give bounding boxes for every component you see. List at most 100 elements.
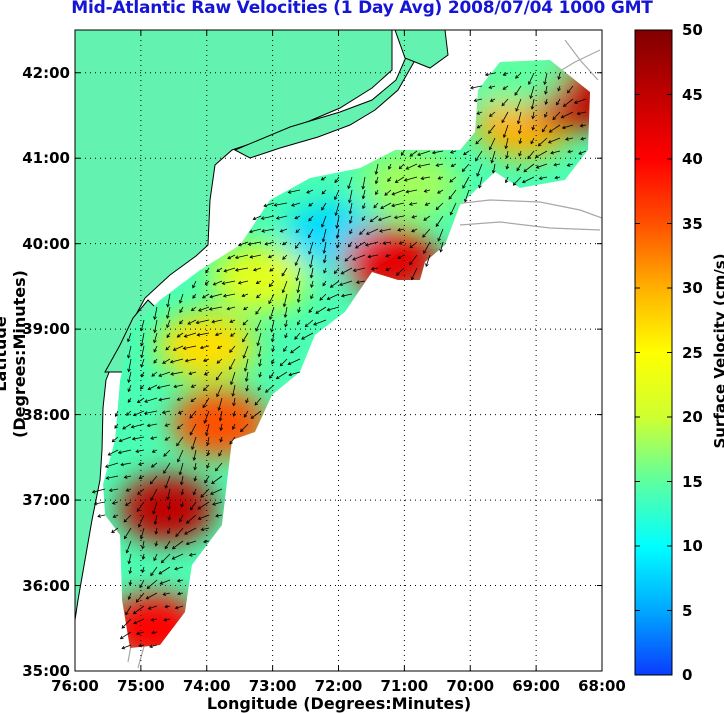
velocity-arrowhead	[145, 595, 150, 600]
velocity-arrow	[184, 527, 197, 535]
velocity-arrowhead	[411, 215, 416, 219]
velocity-arrowhead	[163, 470, 167, 474]
velocity-arrow	[301, 332, 314, 340]
velocity-arrow	[120, 631, 132, 639]
velocity-arrow	[164, 436, 171, 441]
velocity-arrow	[215, 371, 223, 381]
velocity-arrowhead	[141, 556, 146, 560]
velocity-arrow	[383, 241, 392, 244]
x-tick-label: 74:00	[182, 677, 231, 695]
velocity-arrow	[401, 150, 405, 156]
velocity-arrow	[240, 423, 249, 432]
velocity-arrowhead	[216, 345, 221, 349]
velocity-arrow	[536, 163, 548, 169]
velocity-arrow	[250, 254, 262, 258]
velocity-arrowhead	[417, 152, 421, 157]
velocity-arrowhead	[279, 228, 284, 233]
velocity-arrowhead	[398, 241, 403, 245]
velocity-arrow	[119, 436, 132, 442]
velocity-arrowhead	[296, 289, 301, 294]
velocity-arrow	[179, 293, 184, 304]
velocity-arrowhead	[420, 176, 425, 181]
velocity-arrow	[147, 579, 158, 589]
velocity-arrow	[176, 436, 184, 446]
velocity-arrow	[97, 514, 106, 517]
velocity-arrowhead	[475, 140, 479, 145]
velocity-region	[362, 149, 459, 218]
velocity-arrow	[232, 423, 236, 430]
velocity-arrow	[561, 111, 574, 118]
x-tick-label: 69:00	[512, 677, 560, 695]
velocity-arrow	[531, 98, 535, 110]
velocity-arrowhead	[450, 163, 455, 168]
velocity-arrow	[139, 475, 145, 479]
velocity-arrowhead	[528, 81, 532, 85]
colorbar-tick-label: 20	[682, 408, 703, 426]
velocity-arrow	[379, 228, 392, 232]
velocity-arrow	[190, 397, 197, 402]
velocity-arrowhead	[322, 250, 327, 254]
velocity-arrowhead	[211, 480, 215, 485]
velocity-arrow	[327, 293, 340, 300]
velocity-arrowhead	[411, 228, 415, 233]
velocity-arrow	[188, 371, 197, 375]
velocity-arrowhead	[323, 269, 327, 274]
velocity-arrowhead	[188, 553, 193, 557]
velocity-arrow	[563, 98, 574, 107]
velocity-arrow	[269, 371, 275, 379]
velocity-arrowhead	[548, 129, 553, 133]
velocity-arrow	[219, 410, 223, 421]
velocity-arrowhead	[352, 257, 356, 261]
velocity-arrowhead	[405, 166, 410, 170]
velocity-arrow	[542, 124, 548, 133]
velocity-arrow	[435, 215, 444, 227]
velocity-arrowhead	[153, 348, 157, 353]
velocity-arrowhead	[579, 123, 584, 128]
velocity-arrow	[126, 540, 132, 553]
velocity-arrow	[577, 111, 587, 115]
velocity-arrow	[141, 345, 145, 358]
velocity-arrowhead	[150, 436, 154, 440]
velocity-arrow	[152, 501, 158, 514]
velocity-arrow	[265, 241, 275, 245]
velocity-arrowhead	[254, 401, 259, 406]
velocity-arrow	[425, 202, 431, 206]
velocity-arrowhead	[557, 76, 561, 80]
velocity-arrow	[417, 150, 431, 156]
land-mass	[394, 30, 449, 69]
velocity-arrow	[216, 384, 223, 397]
velocity-arrowhead	[221, 281, 226, 285]
velocity-arrow	[166, 319, 171, 328]
velocity-arrow	[562, 124, 574, 129]
velocity-arrowhead	[111, 501, 116, 505]
velocity-arrow	[106, 475, 119, 479]
velocity-arrowhead	[205, 269, 209, 274]
velocity-arrowhead	[580, 136, 584, 141]
velocity-arrow	[506, 163, 509, 170]
grid-lines	[75, 30, 602, 671]
velocity-arrow	[125, 501, 132, 506]
velocity-arrow	[517, 111, 522, 124]
velocity-arrowhead	[242, 321, 247, 326]
velocity-arrow	[323, 267, 327, 274]
velocity-arrowhead	[180, 503, 184, 508]
velocity-arrow	[197, 501, 210, 510]
velocity-arrow	[450, 150, 457, 154]
velocity-arrow	[538, 137, 548, 147]
velocity-arrowhead	[516, 120, 521, 125]
velocity-arrow	[368, 254, 379, 258]
velocity-arrowhead	[166, 334, 170, 339]
velocity-arrowhead	[203, 387, 207, 392]
velocity-arrowhead	[111, 438, 116, 443]
velocity-arrowhead	[240, 428, 244, 433]
velocity-arrow	[229, 436, 236, 445]
velocity-arrow	[281, 267, 288, 277]
velocity-arrowhead	[556, 101, 560, 106]
velocity-arrowhead	[153, 329, 157, 334]
bathymetry-contour	[564, 39, 599, 81]
velocity-arrow	[168, 514, 171, 521]
velocity-arrow	[404, 176, 418, 181]
velocity-arrowhead	[147, 606, 152, 610]
velocity-arrow	[170, 358, 184, 363]
velocity-arrow	[209, 293, 223, 298]
